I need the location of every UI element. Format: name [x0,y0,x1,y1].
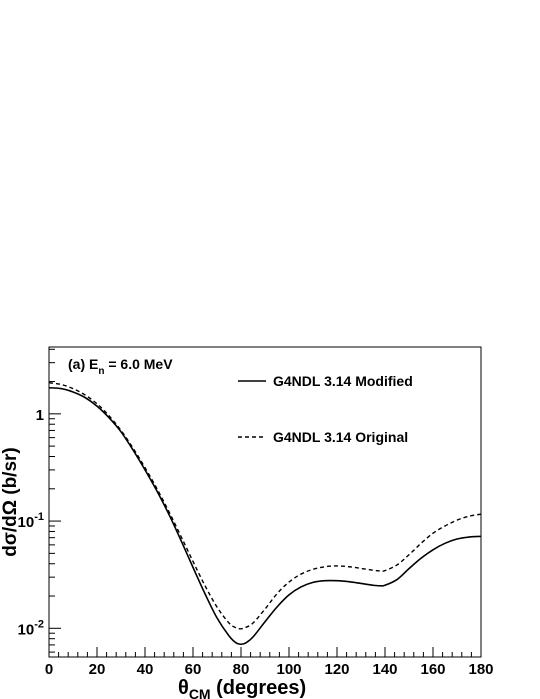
y-tick-label: 10-1 [18,511,44,531]
legend: G4NDL 3.14 Modified G4NDL 3.14 Original [238,373,413,445]
x-tick-label: 140 [372,661,397,678]
x-axis-label: θCM (degrees) [178,677,306,699]
plot-area-border [48,346,482,658]
series-line-modified [48,386,482,646]
x-tick-label: 180 [468,661,493,678]
y-axis-label: dσ/dΩ (b/sr) [0,447,21,557]
annotation: (a) En = 6.0 MeV [68,356,173,377]
plot-frame [48,346,482,658]
legend-label-modified: G4NDL 3.14 Modified [273,373,413,389]
legend-label-original: G4NDL 3.14 Original [273,429,408,445]
y-tick-label: 10-2 [18,618,44,638]
x-axis-ticks [48,647,482,657]
data-curves [48,382,482,646]
y-axis-ticks [49,348,61,653]
x-tick-label: 80 [233,661,250,678]
x-axis-tick-labels: 0 20 40 60 80 100 120 140 160 180 [45,661,494,678]
x-tick-label: 0 [45,661,53,678]
x-tick-label: 60 [185,661,202,678]
x-tick-label: 40 [137,661,154,678]
x-tick-label: 100 [276,661,301,678]
x-tick-label: 160 [420,661,445,678]
x-tick-label: 120 [324,661,349,678]
y-tick-label: 1 [36,407,44,424]
series-line-original [48,382,482,630]
annotation-text: (a) En = 6.0 MeV [68,356,173,377]
y-axis-tick-labels: 1 10-1 10-2 [18,407,44,638]
x-tick-label: 20 [89,661,106,678]
